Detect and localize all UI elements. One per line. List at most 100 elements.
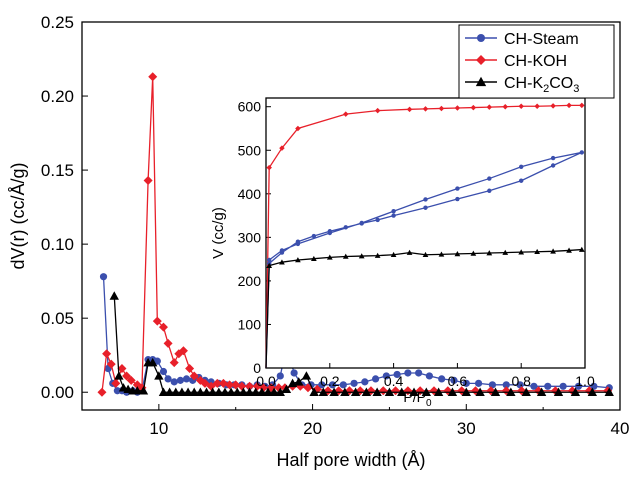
legend: CH-Steam CH-KOH CH-K2CO3 [458,24,615,99]
data-point [158,322,168,332]
data-point [294,377,304,386]
y-axis-title: dV(r) (cc/Å/g) [8,162,28,269]
legend-label-part: CH-K [504,75,543,92]
inset-data-point [279,259,285,265]
inset-data-point [487,188,492,193]
data-point [350,379,358,387]
main-plot-frame [81,21,621,411]
inset-series-line [265,248,582,369]
data-point [218,378,228,388]
inset-data-point [343,111,349,117]
inset-data-point [470,104,477,111]
data-point [238,387,249,396]
inset-x-axis-title-main: P/P [403,389,426,405]
data-point [415,369,423,377]
data-point [506,387,516,396]
inset-data-point [486,104,493,110]
data-point [148,357,158,367]
inset-data-point [422,251,429,258]
inset-data-point [279,145,285,151]
y-tick-label: 0.00 [41,383,74,402]
inset-data-point [502,103,508,110]
inset-data-point [423,197,428,202]
legend-marker [475,76,487,87]
data-point [257,387,267,396]
data-point [102,349,112,359]
data-point [536,387,547,396]
inset-data-point [579,102,585,109]
data-point [350,387,361,396]
data-point [251,387,261,396]
inset-data-point [518,249,525,255]
legend-marker [477,34,485,42]
inset-data-point [455,196,460,202]
data-point [425,372,433,380]
data-point [164,375,172,383]
data-point [226,387,236,396]
data-point [328,381,337,389]
inset-data-point [326,254,333,260]
data-point [604,387,614,396]
data-point [109,291,119,300]
inset-data-point [391,213,396,218]
data-point [415,386,425,396]
inset-x-tick-label: 0.8 [511,373,531,389]
inset-data-point [342,253,349,259]
data-point [152,316,162,326]
data-point [183,387,193,396]
data-point [214,387,224,396]
data-point [303,383,313,393]
legend-label-sub: 2 [543,83,549,95]
legend-label-sub: 3 [573,83,579,95]
data-point [178,346,188,356]
inset-data-point [343,225,348,230]
inset-series-ch-k2co3 [265,246,585,369]
data-point [339,381,347,389]
series-ch-k2co3 [109,291,614,396]
data-point [263,387,273,396]
inset-data-point [487,176,492,181]
data-point [164,387,175,396]
inset-data-point [534,103,540,110]
data-point [361,387,372,396]
data-point [111,378,121,388]
inset-data-point [566,102,572,109]
inset-data-point [375,217,380,223]
inset-y-tick-label: 500 [238,142,262,158]
data-point [114,371,124,380]
data-point [177,387,187,396]
data-point [574,382,583,390]
data-point [474,379,483,387]
inset-data-point [311,233,317,239]
inset-data-point [327,230,332,236]
data-point [158,387,169,396]
inset-data-point [266,164,272,171]
inset-data-point [266,262,273,268]
inset-x-tick-label: 0.6 [448,373,468,389]
data-point [309,387,319,396]
data-point [372,387,382,396]
inset-y-tick-label: 100 [238,316,262,332]
inset-data-point [422,106,429,112]
data-point [502,381,510,389]
x-tick-label: 40 [611,419,630,438]
data-point [340,387,350,396]
data-point [225,380,235,390]
data-point [212,378,222,388]
data-point [475,387,485,396]
data-point [220,387,230,396]
data-point [301,371,312,380]
inset-data-point [455,186,460,191]
data-point [106,359,116,369]
data-point [462,379,470,387]
data-point [384,387,395,396]
inset-data-point [359,220,364,226]
data-point [570,387,581,396]
data-point [438,375,446,383]
inset-data-point [519,178,524,183]
data-point [281,384,292,394]
data-point [189,387,199,396]
inset-x-tick-label: 1.0 [575,373,595,389]
data-point [544,382,552,390]
